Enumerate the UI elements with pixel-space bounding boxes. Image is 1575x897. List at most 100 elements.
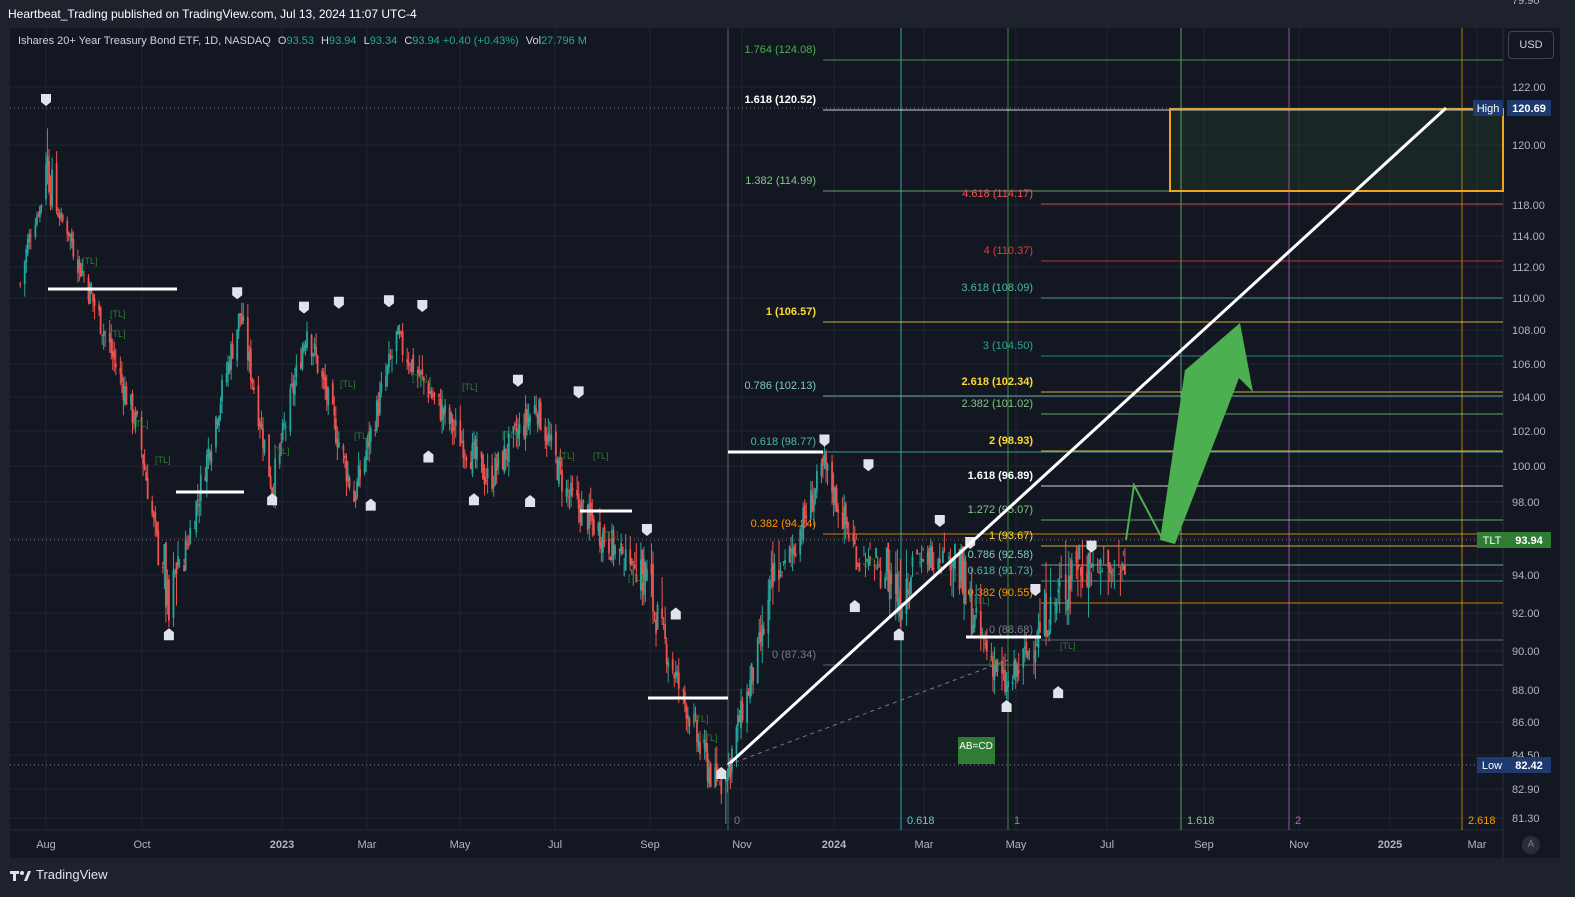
candle-body [1022, 648, 1025, 668]
candle-body [799, 529, 802, 555]
candle-body [1102, 546, 1105, 548]
candle-body [847, 533, 850, 539]
candle-body [888, 570, 891, 600]
candle-body [113, 351, 116, 360]
candle-body [485, 480, 487, 482]
candle-body [784, 560, 786, 564]
candle-body [846, 521, 849, 529]
candle-body [363, 459, 366, 473]
candle-body [412, 354, 415, 373]
candle-body [221, 379, 223, 402]
candle-body [1026, 651, 1029, 658]
tl-tag: [TL] [974, 596, 990, 606]
pivot-marker [1030, 583, 1041, 596]
candle-body [979, 610, 982, 636]
candle-body [612, 530, 615, 556]
time-fib-label: 2.618 [1468, 815, 1496, 827]
candle-body [665, 643, 668, 665]
candle-body [205, 454, 208, 482]
candle-body [1117, 573, 1120, 575]
candle-body [815, 470, 818, 492]
tl-tag: [TL] [274, 446, 290, 456]
candle-body [430, 391, 433, 397]
candle-body [1078, 544, 1081, 560]
candle-body [841, 512, 844, 530]
tradingview-logo[interactable]: TradingView [10, 867, 108, 882]
candle-body [644, 563, 647, 580]
candle-body [366, 435, 369, 449]
projection-path [1125, 481, 1164, 541]
pivot-marker [670, 607, 681, 620]
candle-body [911, 556, 914, 568]
candle-body [726, 771, 729, 773]
candle-body [714, 766, 717, 788]
candle-body [602, 531, 604, 553]
candle-body [864, 565, 867, 567]
tl-tag: [TL] [628, 573, 644, 583]
candle-body [327, 387, 330, 406]
candle-body [960, 548, 962, 582]
candle-body [1076, 563, 1079, 570]
candle-body [450, 413, 453, 423]
candle-body [609, 556, 612, 561]
candle-body [172, 570, 175, 618]
candle-body [324, 377, 327, 390]
price-tag-value-bg [1507, 532, 1551, 548]
candle-body [949, 557, 952, 570]
candle-body [832, 487, 835, 504]
candle-body [252, 387, 255, 391]
candle-body [580, 502, 583, 526]
candle-body [98, 304, 101, 311]
candle-body [1110, 571, 1113, 576]
abcd-label: AB=CD [959, 741, 993, 752]
auto-scale-button[interactable]: A [1522, 836, 1540, 854]
fib-levels: 1.764 (124.08) 1.618 (120.52) 1.382 (114.9… [744, 44, 1503, 666]
candle-body [359, 469, 362, 478]
candle-body [738, 715, 741, 723]
candle-body [735, 727, 738, 754]
candle-body [856, 565, 859, 567]
currency-button[interactable]: USD [1508, 31, 1554, 59]
candle-body [869, 556, 871, 566]
candle-body [677, 672, 680, 689]
candle-body [814, 488, 817, 499]
candle-body [932, 567, 935, 569]
x-tick-label: May [450, 839, 471, 851]
price-tag-name: Low [1482, 760, 1502, 772]
candle-body [313, 343, 316, 350]
candle-body [365, 450, 368, 460]
candle-body [506, 456, 509, 459]
candle-body [694, 713, 697, 717]
tl-tag: [TL] [593, 451, 609, 461]
candle-body [589, 502, 592, 516]
candle-body [136, 411, 138, 415]
tl-tag: [TL] [1060, 641, 1076, 651]
candle-body [1124, 565, 1126, 575]
candle-body [336, 438, 339, 448]
candle-body [916, 549, 918, 555]
y-tick-label: 88.00 [1512, 685, 1540, 697]
candle-body [1070, 560, 1073, 581]
candle-body [759, 631, 762, 643]
candle-body [961, 546, 964, 593]
candle-body [805, 515, 808, 519]
candle-body [497, 452, 500, 468]
pivot-marker [365, 498, 376, 511]
candle-body [844, 503, 847, 525]
candle-body [696, 720, 698, 742]
candle-body [907, 589, 909, 595]
candle-body [762, 628, 765, 635]
candle-body [155, 522, 158, 534]
tl-tag: [TL] [110, 329, 126, 339]
candle-body [697, 740, 700, 747]
candle-body [1086, 572, 1088, 586]
price-tag-value-bg [1507, 100, 1551, 116]
candle-body [1101, 570, 1104, 572]
pivot-marker [41, 94, 51, 106]
candle-body [705, 742, 708, 753]
fib-right-label: 4 (110.37) [984, 245, 1033, 257]
candle-body [462, 440, 465, 458]
candle-body [300, 362, 302, 369]
y-tick-label: 110.00 [1512, 293, 1545, 305]
